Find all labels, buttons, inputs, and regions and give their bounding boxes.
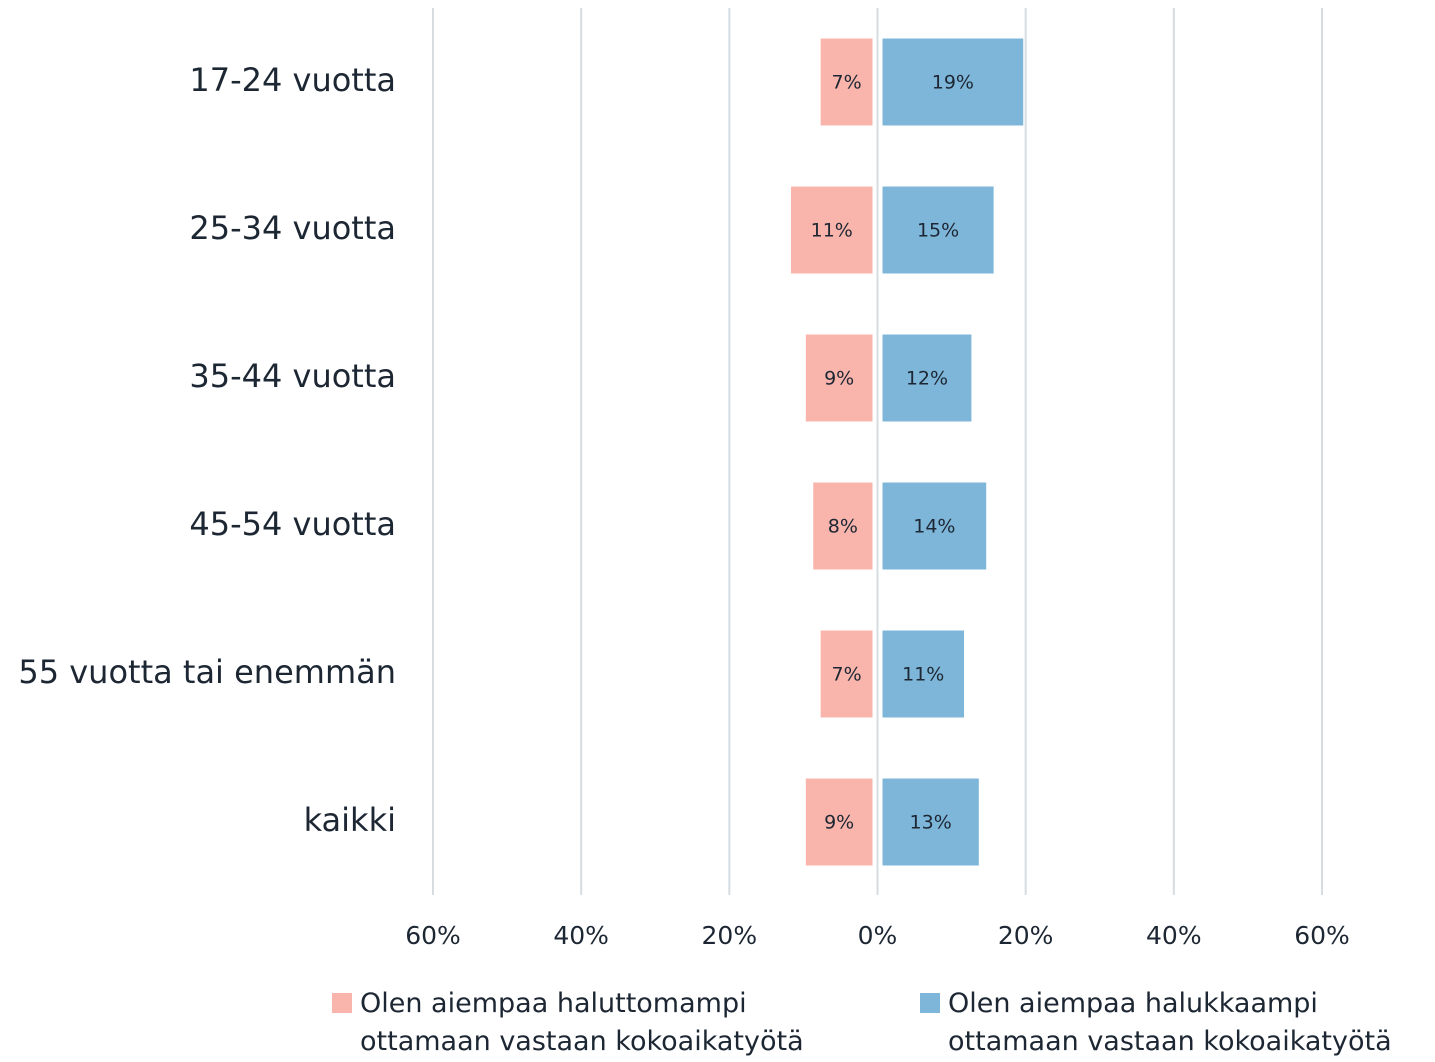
bar-value-label: 12% [906, 368, 948, 390]
bar-value-label: 7% [831, 72, 861, 94]
bar [820, 38, 873, 126]
y-tick-label: 45-54 vuotta [189, 505, 396, 543]
y-tick-label: 55 vuotta tai enemmän [18, 653, 396, 691]
bar [820, 630, 873, 718]
x-tick-label: 0% [858, 921, 898, 950]
legend-swatch [332, 993, 352, 1013]
legend-swatch [920, 993, 940, 1013]
bar [805, 334, 873, 422]
bar-value-label: 19% [932, 72, 974, 94]
bar-value-label: 14% [913, 516, 955, 538]
bar-value-label: 9% [824, 368, 854, 390]
bar [882, 38, 1024, 126]
x-tick-label: 20% [702, 921, 758, 950]
bar [882, 778, 979, 866]
legend-item: Olen aiempaa halukkaampi ottamaan vastaa… [920, 985, 1428, 1061]
bar-value-label: 11% [902, 664, 944, 686]
bar [882, 186, 994, 274]
bar-value-label: 8% [828, 516, 858, 538]
chart: 60% 40% 20% 0% 20% 40% 60% 17-24 vuotta 7% 19% 25-… [18, 8, 1350, 950]
y-tick-label: kaikki [304, 801, 396, 839]
x-tick-label: 20% [998, 921, 1054, 950]
y-tick-label: 17-24 vuotta [189, 61, 396, 99]
bar-value-label: 15% [917, 220, 959, 242]
bar [882, 334, 972, 422]
bar [813, 482, 873, 570]
bar-value-label: 9% [824, 812, 854, 834]
x-tick-label: 40% [1146, 921, 1202, 950]
bar-value-label: 7% [831, 664, 861, 686]
y-tick-label: 35-44 vuotta [189, 357, 396, 395]
bar [791, 186, 873, 274]
bar-value-label: 13% [910, 812, 952, 834]
x-tick-label: 60% [405, 921, 461, 950]
bar [805, 778, 873, 866]
legend-label: Olen aiempaa haluttomampi ottamaan vasta… [360, 988, 804, 1057]
x-tick-label: 60% [1294, 921, 1350, 950]
bar [882, 630, 964, 718]
bar-value-label: 11% [811, 220, 853, 242]
bar [882, 482, 987, 570]
x-tick-label: 40% [553, 921, 609, 950]
legend-item: Olen aiempaa haluttomampi ottamaan vasta… [332, 985, 840, 1061]
legend-label: Olen aiempaa halukkaampi ottamaan vastaa… [948, 988, 1392, 1057]
y-tick-label: 25-34 vuotta [189, 209, 396, 247]
